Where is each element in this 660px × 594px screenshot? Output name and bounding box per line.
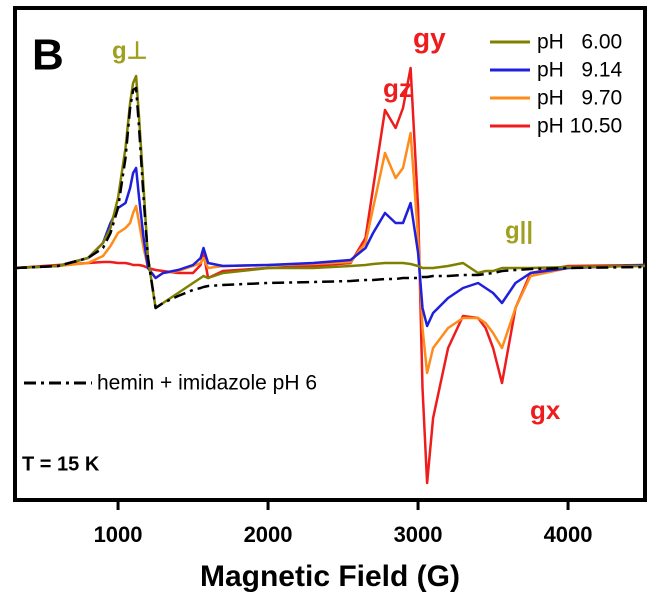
plot-frame: [13, 6, 647, 502]
annotation: g||: [505, 217, 533, 244]
annotation: g⊥: [112, 37, 148, 64]
legend-label: pH 6.00: [537, 31, 622, 54]
series-line: [14, 86, 646, 310]
series-line: [14, 166, 646, 328]
x-tick-label: 3000: [394, 522, 443, 547]
legend-label: pH 9.14: [537, 59, 623, 82]
series-line: [14, 74, 646, 310]
annotation: gx: [530, 395, 561, 425]
panel-label: B: [32, 31, 64, 80]
x-tick-label: 4000: [544, 522, 593, 547]
legend-label: hemin + imidazole pH 6: [97, 372, 317, 395]
annotation: gz: [383, 73, 412, 103]
x-tick-label: 1000: [94, 522, 143, 547]
annotation: T = 15 K: [22, 453, 100, 475]
annotation: gy: [413, 22, 446, 53]
legend-label: pH 10.50: [537, 115, 622, 138]
legend-label: pH 9.70: [537, 87, 622, 110]
series-line: [14, 131, 646, 375]
x-tick-label: 2000: [244, 522, 293, 547]
x-axis-title: Magnetic Field (G): [200, 560, 460, 593]
